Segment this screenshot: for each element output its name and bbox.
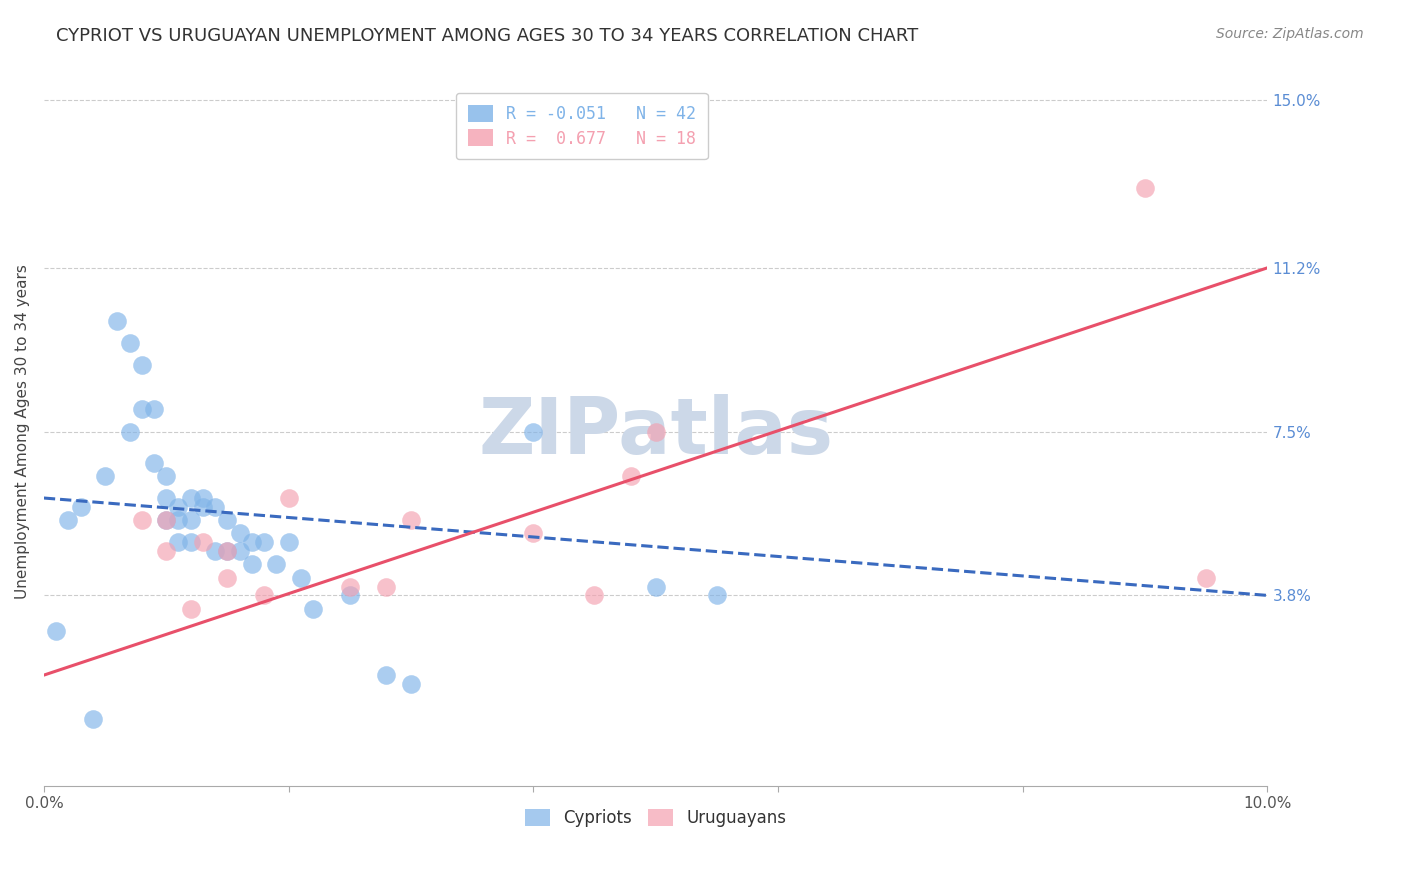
Point xyxy=(58,513,80,527)
Point xyxy=(290,571,312,585)
Point xyxy=(180,491,202,505)
Point xyxy=(217,544,239,558)
Point xyxy=(620,469,643,483)
Point xyxy=(82,712,104,726)
Point xyxy=(1195,571,1218,585)
Point xyxy=(180,513,202,527)
Point xyxy=(155,491,177,505)
Point xyxy=(253,535,276,549)
Point xyxy=(375,668,398,682)
Point xyxy=(204,500,226,514)
Point xyxy=(240,535,263,549)
Point xyxy=(217,571,239,585)
Point xyxy=(399,677,422,691)
Point xyxy=(167,535,190,549)
Point xyxy=(45,624,67,638)
Point xyxy=(131,358,153,372)
Point xyxy=(143,402,166,417)
Point xyxy=(1133,181,1156,195)
Text: ZIPatlas: ZIPatlas xyxy=(478,393,834,469)
Point xyxy=(191,535,214,549)
Point xyxy=(217,544,239,558)
Point xyxy=(644,580,666,594)
Point xyxy=(277,491,299,505)
Point xyxy=(375,580,398,594)
Point xyxy=(217,513,239,527)
Point xyxy=(522,425,544,439)
Point xyxy=(228,544,250,558)
Point xyxy=(155,544,177,558)
Point xyxy=(118,336,141,351)
Point xyxy=(302,601,325,615)
Point xyxy=(105,314,128,328)
Point xyxy=(167,500,190,514)
Point xyxy=(191,491,214,505)
Point xyxy=(266,558,288,572)
Point xyxy=(339,580,361,594)
Text: Source: ZipAtlas.com: Source: ZipAtlas.com xyxy=(1216,27,1364,41)
Point xyxy=(155,513,177,527)
Point xyxy=(240,558,263,572)
Point xyxy=(204,544,226,558)
Point xyxy=(253,589,276,603)
Point xyxy=(143,456,166,470)
Point xyxy=(94,469,117,483)
Point xyxy=(228,526,250,541)
Point xyxy=(191,500,214,514)
Legend: Cypriots, Uruguayans: Cypriots, Uruguayans xyxy=(517,803,793,834)
Point xyxy=(118,425,141,439)
Point xyxy=(131,513,153,527)
Point xyxy=(522,526,544,541)
Point xyxy=(644,425,666,439)
Point xyxy=(706,589,728,603)
Point xyxy=(339,589,361,603)
Point xyxy=(180,535,202,549)
Point xyxy=(180,601,202,615)
Point xyxy=(167,513,190,527)
Y-axis label: Unemployment Among Ages 30 to 34 years: Unemployment Among Ages 30 to 34 years xyxy=(15,264,30,599)
Point xyxy=(69,500,91,514)
Point xyxy=(399,513,422,527)
Point xyxy=(131,402,153,417)
Point xyxy=(155,513,177,527)
Text: CYPRIOT VS URUGUAYAN UNEMPLOYMENT AMONG AGES 30 TO 34 YEARS CORRELATION CHART: CYPRIOT VS URUGUAYAN UNEMPLOYMENT AMONG … xyxy=(56,27,918,45)
Point xyxy=(155,469,177,483)
Point xyxy=(277,535,299,549)
Point xyxy=(583,589,606,603)
